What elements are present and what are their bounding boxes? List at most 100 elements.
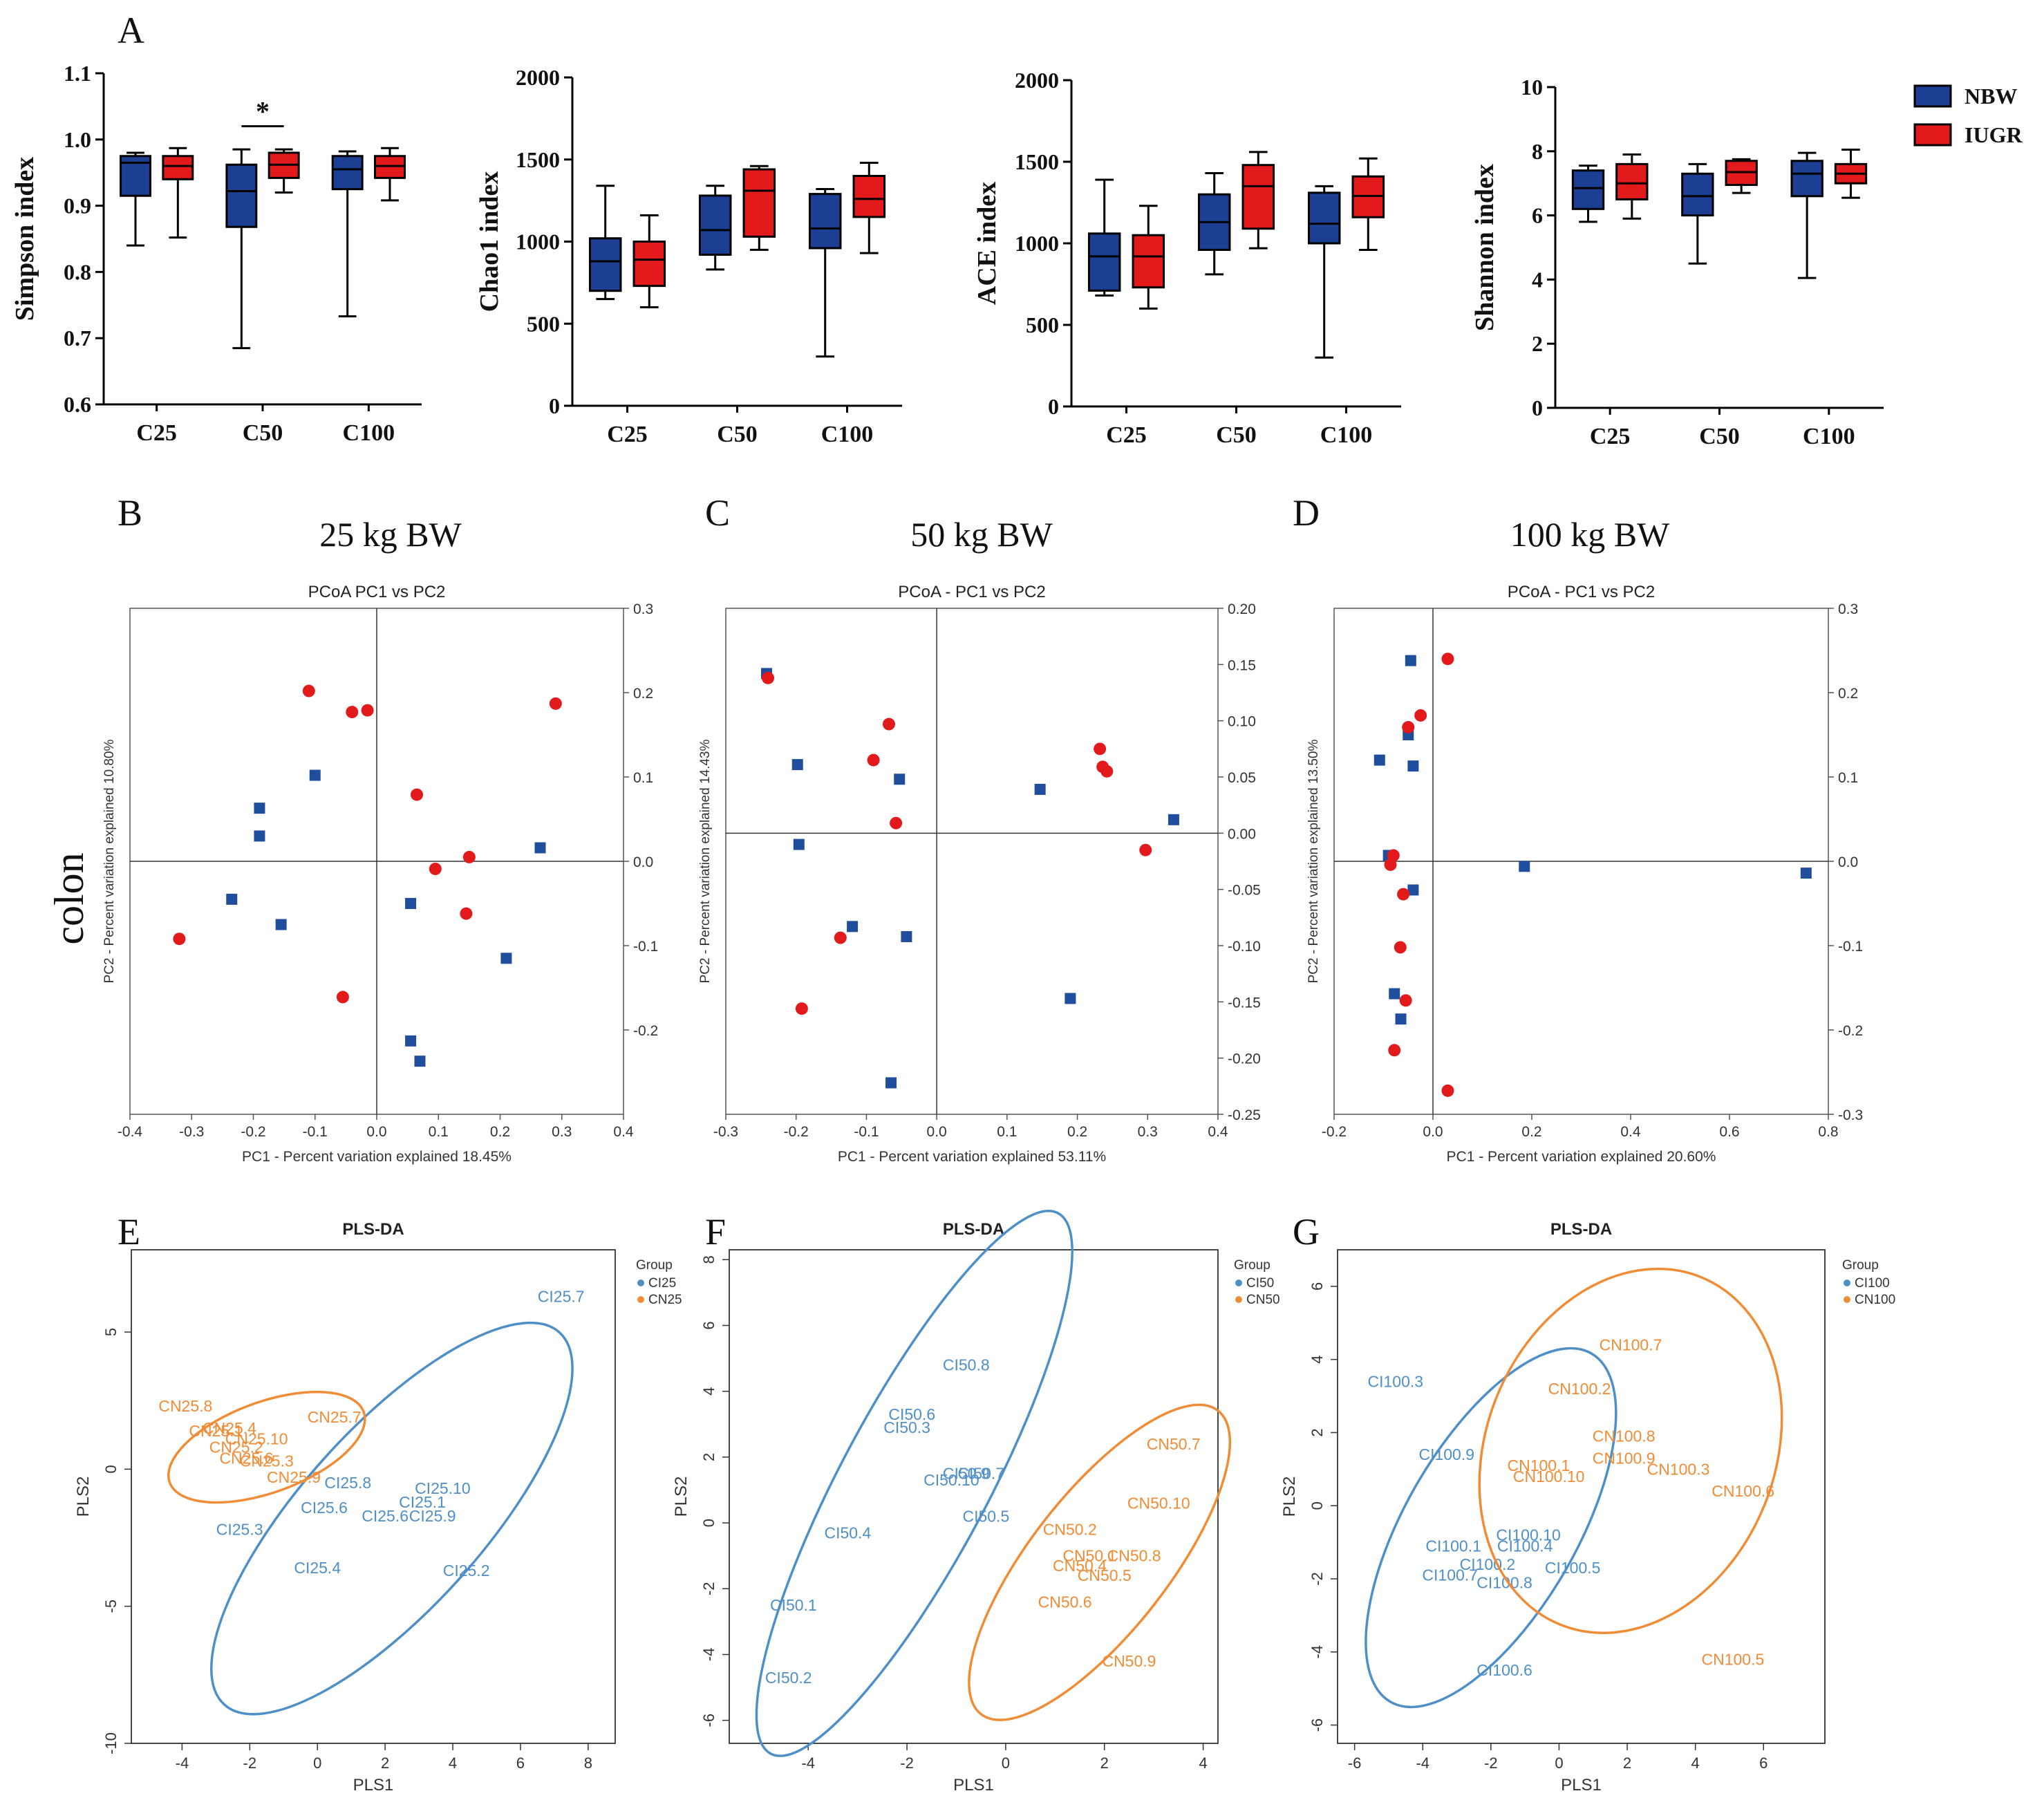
box-iqr [1241,164,1275,230]
x-tick-label: 0.2 [1067,1124,1087,1140]
iugr-box [852,162,886,254]
nbw-point [1373,754,1385,766]
sample-label: CN100.9 [1593,1449,1656,1467]
sample-label: CI50.1 [770,1596,817,1614]
y-tick-label: -0.10 [1228,939,1261,955]
iugr-box [632,214,666,308]
iugr-point [411,788,424,801]
y-tick-label: -10 [102,1732,120,1754]
pcoa25-scatter: 25 kg BW PCoA PC1 vs PC2 -0.4 -0.3 -0.2 -0.1 0… [102,515,658,1165]
y-tick-label: -4 [1309,1645,1326,1659]
box-iqr [1087,232,1121,292]
nbw-box [808,188,842,358]
plot-frame [725,608,1219,1115]
nbw-point [1168,814,1179,825]
plot-title: PLS-DA [342,1220,404,1239]
sample-label: CN100.2 [1548,1380,1611,1398]
iugr-point [1094,742,1107,756]
plot-title: PLS-DA [943,1220,1004,1239]
nbw-box [1681,162,1714,265]
y-tick-label: 2 [1309,1428,1326,1436]
box-iqr [1132,234,1165,289]
box-iqr [742,168,776,238]
plot-title: PCoA PC1 vs PC2 [308,583,446,601]
box-iqr [331,155,364,191]
sample-label: CN100.8 [1593,1427,1656,1445]
y-axis-label: PC2 - Percent variation explained 10.80% [102,740,117,984]
iugr-point [462,850,476,863]
nbw-box [588,185,622,301]
sample-label: CI25.9 [409,1507,456,1525]
y-tick-label: 0.00 [1228,826,1256,842]
sample-label: CI50.4 [825,1524,872,1541]
sample-label: CN100.6 [1712,1482,1774,1500]
y-tick-label: -0.05 [1228,883,1261,899]
y-axis-label: Shannon index [1470,164,1499,331]
x-tick-label: -0.3 [713,1124,738,1140]
y-tick-label: 6 [700,1321,718,1329]
plot-frame [131,1249,616,1744]
plot-title: PCoA - PC1 vs PC2 [898,583,1045,601]
box-iqr [225,163,258,228]
nbw-point [414,1056,426,1067]
y-axis-label: Chao1 index [475,171,504,312]
iugr-point [1402,721,1415,734]
x-tick-label: 4 [449,1754,457,1772]
iugr-point [1399,994,1412,1007]
x-tick-label: -0.1 [854,1124,879,1140]
confidence-ellipse [209,1321,574,1716]
y-tick-label: 8 [700,1255,718,1264]
iugr-point [1384,858,1397,871]
x-tick-label: 0.0 [366,1124,386,1140]
sample-label: CN100.3 [1647,1460,1710,1478]
sample-label: CI50.2 [765,1669,812,1687]
nbw-point [791,759,803,771]
sample-label: CI100.4 [1497,1537,1553,1555]
y-tick-label: 0.2 [1838,686,1858,702]
confidence-ellipse [755,1210,1073,1757]
x-tick-label: 0.4 [1208,1124,1228,1140]
y-tick-label: 500 [527,311,560,336]
confidence-ellipse [1365,1347,1618,1709]
chao1-boxplot: 0 500 1000 1500 2000 Chao1 index C25 C50 C100 [475,65,902,447]
group-legend-label: CI100 [1855,1276,1890,1291]
sample-label: CI50.7 [957,1465,1004,1483]
group-legend-label: CI25 [648,1276,676,1291]
y-tick-label: -5 [102,1600,120,1613]
x-tick-label: 0 [1555,1754,1563,1772]
x-tick-label: C25 [136,420,177,446]
x-tick-label: C50 [243,420,283,446]
y-tick-label: -6 [700,1714,718,1727]
iugr-point [1139,843,1152,856]
x-tick-label: 0 [313,1754,321,1772]
iugr-point [1394,941,1407,954]
y-axis-label: PC2 - Percent variation explained 13.50% [1306,740,1321,984]
nbw-point [534,842,546,854]
nbw-point [1405,655,1416,666]
y-tick-label: 1500 [1015,149,1059,174]
x-tick-label: C100 [821,422,874,447]
nbw-point [309,769,321,781]
sample-label: CI50.3 [883,1418,930,1436]
sample-label: CI100.1 [1425,1537,1481,1555]
y-tick-label: 1.1 [64,61,91,86]
y-tick-label: -0.15 [1228,995,1261,1011]
iugr-point [549,697,562,710]
nbw-point [894,774,906,785]
iugr-point [890,816,903,830]
y-axis-label: ACE index [973,182,1002,305]
legend-swatch-nbw [1913,84,1952,108]
iugr-point [1441,1084,1454,1097]
iugr-box [1615,153,1649,220]
x-tick-label: -0.1 [303,1124,328,1140]
iugr-point [429,862,442,875]
x-tick-label: 0 [1002,1754,1010,1772]
x-tick-label: -2 [243,1754,257,1772]
x-tick-label: -2 [1484,1754,1498,1772]
x-tick-label: -0.2 [1322,1124,1347,1140]
plot-title: PCoA - PC1 vs PC2 [1508,583,1655,601]
sample-label: CI100.2 [1460,1555,1516,1573]
y-tick-label: 0.9 [64,194,91,218]
nbw-point [1389,988,1400,1000]
